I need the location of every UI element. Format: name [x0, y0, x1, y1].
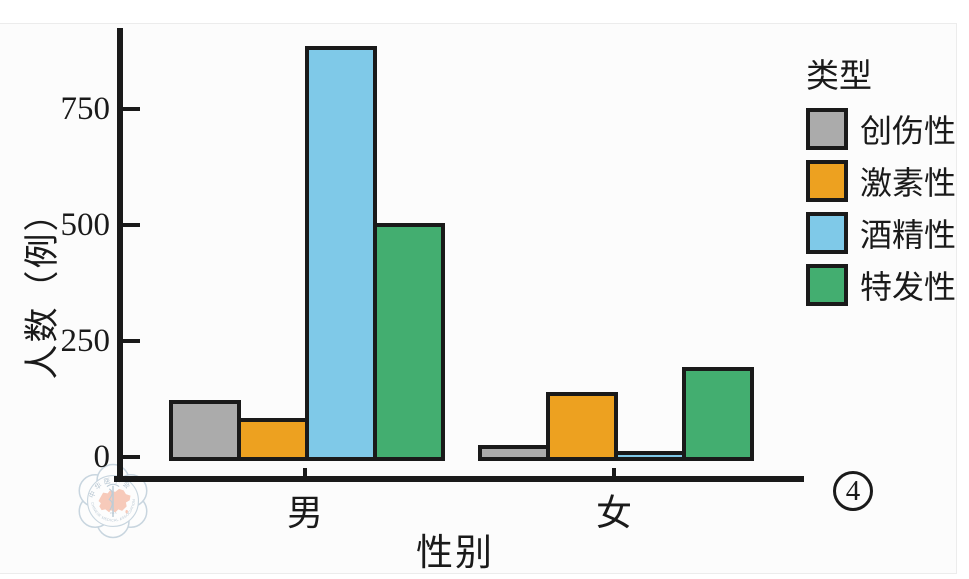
legend-label: 特发性	[860, 269, 957, 305]
legend-item: 激素性	[806, 158, 956, 204]
x-axis-line	[114, 476, 804, 482]
legend-title: 类型	[806, 59, 872, 95]
legend-label: 激素性	[860, 165, 957, 201]
y-axis-tick	[123, 455, 140, 459]
bar	[546, 392, 618, 461]
x-axis-title: 性别	[416, 533, 494, 574]
y-axis-line	[117, 28, 123, 482]
y-axis-tick	[123, 222, 140, 227]
bar	[305, 46, 377, 461]
legend: 类型 创伤性激素性酒精性特发性	[806, 56, 956, 314]
bar	[614, 451, 686, 461]
legend-item: 特发性	[806, 262, 956, 308]
legend-label: 酒精性	[860, 217, 957, 253]
y-axis-tick-label: 0	[93, 439, 111, 475]
bar	[478, 444, 550, 461]
cma-watermark-logo: 中华医学会 CHINESE MEDICAL ASSOCIATION 1915	[78, 463, 148, 539]
y-axis-tick-label: 250	[60, 322, 111, 359]
legend-item: 酒精性	[806, 210, 956, 256]
bar	[169, 400, 241, 461]
legend-swatch	[806, 108, 848, 150]
x-axis-tick	[303, 468, 307, 482]
y-axis-title: 人数（例）	[23, 194, 62, 380]
figure-number: 4	[845, 475, 861, 507]
bar	[237, 417, 309, 461]
x-axis-tick-label: 女	[595, 493, 632, 533]
y-axis-tick	[123, 106, 140, 111]
x-axis-tick	[612, 468, 616, 482]
y-axis-tick	[123, 338, 140, 343]
page-background	[0, 23, 957, 574]
bar	[682, 366, 754, 461]
legend-swatch	[806, 264, 848, 306]
y-axis-tick-label: 750	[60, 90, 111, 127]
legend-items: 创伤性激素性酒精性特发性	[806, 106, 956, 308]
figure-number-badge: 4	[833, 471, 873, 511]
china-map-shape	[98, 488, 131, 513]
y-axis-tick-label: 500	[60, 206, 111, 243]
x-axis-tick-label: 男	[286, 493, 323, 533]
legend-swatch	[806, 212, 848, 254]
bar	[373, 222, 445, 461]
legend-swatch	[806, 160, 848, 202]
caduceus-icon	[106, 483, 120, 517]
watermark-year: 1915	[110, 511, 117, 515]
legend-label: 创伤性	[860, 113, 957, 149]
legend-item: 创伤性	[806, 106, 956, 152]
